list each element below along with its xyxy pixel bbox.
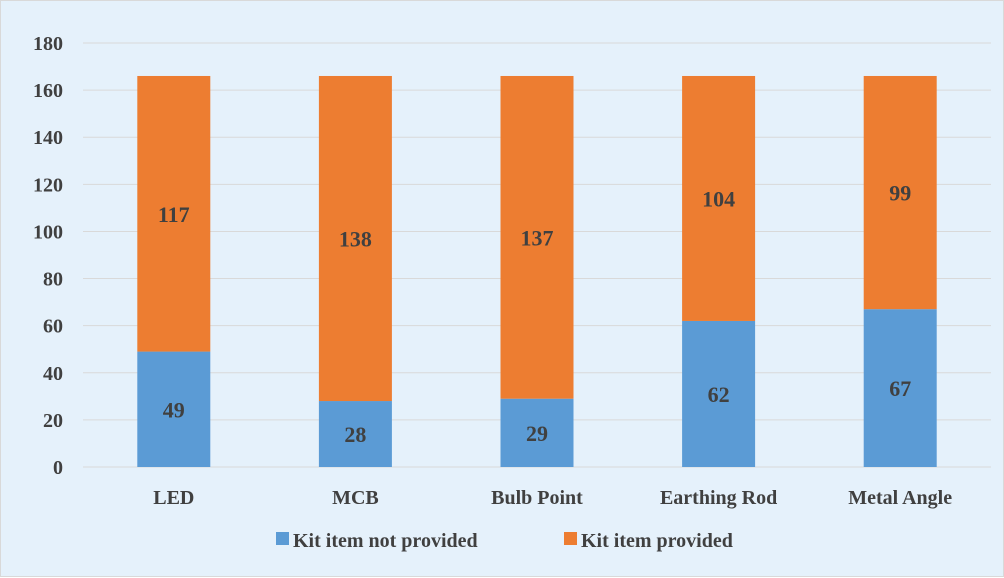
x-category-label: LED (153, 487, 194, 509)
bar-segment (318, 75, 392, 402)
data-label: 29 (526, 421, 548, 446)
data-label: 137 (521, 225, 554, 250)
bar-segment (863, 75, 937, 310)
y-tick-label: 100 (33, 221, 63, 243)
legend-label: Kit item provided (581, 530, 733, 552)
x-category-label: Metal Angle (848, 487, 952, 509)
bar-segment (137, 351, 211, 467)
data-label: 49 (163, 397, 185, 422)
data-label: 117 (158, 202, 190, 227)
data-label: 28 (344, 422, 366, 447)
legend-swatch (564, 532, 577, 545)
data-label: 104 (702, 186, 735, 211)
bar-segment (137, 75, 211, 352)
x-category-label: MCB (332, 487, 379, 509)
legend: Kit item not provided Kit item provided (276, 530, 733, 552)
y-tick-label: 20 (43, 410, 63, 432)
bar-segment (500, 75, 574, 399)
data-label: 138 (339, 227, 372, 252)
y-tick-label: 120 (33, 174, 63, 196)
data-label: 67 (889, 376, 911, 401)
legend-label: Kit item not provided (293, 530, 478, 552)
y-tick-label: 180 (33, 33, 63, 55)
y-tick-label: 160 (33, 80, 63, 102)
bar-segment (682, 75, 756, 321)
x-category-label: Earthing Rod (660, 487, 777, 509)
y-tick-label: 60 (43, 316, 63, 338)
bar-segment (682, 320, 756, 467)
y-tick-label: 0 (53, 457, 63, 479)
x-category-label: Bulb Point (491, 487, 583, 509)
bar-segment (863, 309, 937, 467)
bar-segment (318, 401, 392, 467)
data-label: 62 (708, 382, 730, 407)
y-axis: 0 20 40 60 80 100 120 140 160 180 (33, 33, 63, 479)
y-tick-label: 80 (43, 269, 63, 291)
data-labels: 49 117 28 138 29 137 62 104 67 99 (158, 181, 911, 447)
data-label: 99 (889, 181, 911, 206)
legend-swatch (276, 532, 289, 545)
bars (137, 75, 937, 467)
bar-segment (500, 398, 574, 467)
y-tick-label: 40 (43, 363, 63, 385)
y-tick-label: 140 (33, 127, 63, 149)
x-axis: LED MCB Bulb Point Earthing Rod Metal Angle (153, 487, 952, 509)
